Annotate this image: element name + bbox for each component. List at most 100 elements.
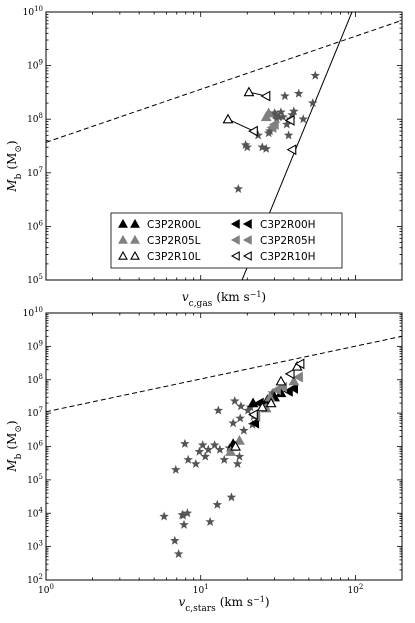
star-point xyxy=(234,451,245,461)
y-tick-label: 109 xyxy=(27,339,43,352)
star-point xyxy=(197,440,208,450)
legend-marker xyxy=(118,234,128,244)
star-point xyxy=(213,405,224,415)
star-point xyxy=(293,88,304,98)
y-tick-label: 109 xyxy=(27,59,43,72)
plot-area xyxy=(46,12,402,280)
star-point xyxy=(270,109,281,119)
legend-label: C3P2R05H xyxy=(260,235,316,247)
panel-top-frame xyxy=(45,11,403,281)
star-point xyxy=(236,401,246,411)
legend-label: C3P2R10H xyxy=(260,251,316,263)
legend-marker xyxy=(118,250,128,260)
star-point xyxy=(289,106,299,116)
y-tick-label: 107 xyxy=(27,166,43,179)
star-point xyxy=(274,111,284,122)
y-tick-label: 105 xyxy=(27,473,43,486)
star-point xyxy=(182,508,193,518)
triangle-up-marker xyxy=(222,113,234,124)
triangle-left-marker xyxy=(293,371,303,383)
panel-top: 105 106 107 108 109 1010 vc,gas (km s−1) Mb(M⊙… xyxy=(5,5,403,310)
triangle-up-marker xyxy=(263,107,275,118)
legend-marker xyxy=(242,219,252,229)
triangle-up-marker xyxy=(225,446,237,456)
star-point xyxy=(240,140,251,150)
triangle-up-marker xyxy=(256,401,268,412)
legend-marker xyxy=(230,219,240,229)
legend-label: C3P2R05L xyxy=(147,235,201,247)
legend-marker xyxy=(118,218,128,228)
dashed-line xyxy=(46,335,402,413)
dashed-line xyxy=(46,19,402,143)
star-point xyxy=(159,511,169,521)
y-tick-label: 108 xyxy=(27,373,43,386)
star-point xyxy=(269,108,280,118)
legend: C3P2R00L C3P2R00H C3P2R05L C3P2R05H C3P2R10L… xyxy=(110,212,343,269)
star-point xyxy=(243,405,253,415)
star-point xyxy=(215,444,225,454)
legend-marker xyxy=(230,235,240,245)
panel-top-xlabel: vc,gas (km s−1) xyxy=(182,290,266,310)
y-tick-label: 107 xyxy=(27,406,43,419)
triangle-up-marker xyxy=(230,440,242,451)
triangle-left-marker xyxy=(248,125,258,137)
triangle-up-marker xyxy=(234,434,245,445)
star-point xyxy=(253,130,263,140)
y-tick-label: 108 xyxy=(27,112,43,125)
triangle-left-marker xyxy=(248,409,258,421)
star-point xyxy=(219,454,230,464)
y-tick-label: 1010 xyxy=(23,306,43,319)
legend-marker xyxy=(130,250,140,260)
legend-label: C3P2R00H xyxy=(260,219,316,231)
panel-bottom-ylabel: Mb(M⊙) xyxy=(5,420,24,472)
triangle-left-marker xyxy=(249,417,260,429)
x-tick-label: 100 xyxy=(38,583,54,596)
plot-area xyxy=(46,335,402,559)
star-point xyxy=(230,396,240,406)
y-tick-label: 103 xyxy=(27,540,43,553)
star-point xyxy=(228,418,238,428)
y-tick-label: 106 xyxy=(27,219,43,232)
panel-top-ticks: 105 106 107 108 109 1010 xyxy=(23,5,403,286)
star-point xyxy=(209,440,220,450)
triangle-left-marker xyxy=(268,118,279,130)
y-tick-label: 106 xyxy=(27,440,43,453)
star-point xyxy=(310,70,321,80)
star-point xyxy=(171,464,181,474)
star-point xyxy=(173,549,184,559)
panel-top-marks xyxy=(46,12,402,280)
star-point xyxy=(232,458,243,468)
triangle-up-marker xyxy=(288,375,300,386)
star-point xyxy=(283,130,294,140)
star-point xyxy=(308,98,318,108)
star-point xyxy=(170,535,180,545)
star-point xyxy=(200,451,211,461)
star-point xyxy=(191,458,201,468)
y-tick-label: 102 xyxy=(27,573,43,586)
star-point xyxy=(257,142,268,152)
star-point xyxy=(183,454,193,464)
star-point xyxy=(261,143,271,153)
star-point xyxy=(180,438,190,448)
star-point xyxy=(226,492,237,502)
triangle-up-marker xyxy=(275,375,287,386)
panel-bottom-ticks: 102 103 104 105 106 107 108 109 1010 100 101 102 xyxy=(23,306,403,596)
legend-marker xyxy=(230,251,240,261)
star-point xyxy=(233,183,244,193)
star-point xyxy=(179,519,189,529)
star-point xyxy=(205,516,215,526)
triangle-left-marker xyxy=(284,114,295,126)
y-tick-label: 104 xyxy=(27,506,43,519)
triangle-left-marker xyxy=(286,144,297,156)
connector-line xyxy=(227,118,254,132)
star-point xyxy=(280,91,290,101)
panel-bottom: 102 103 104 105 106 107 108 109 1010 100 101 102 vc… xyxy=(5,306,403,614)
triangle-up-marker xyxy=(265,397,277,408)
star-point xyxy=(242,142,253,152)
x-tick-label: 101 xyxy=(193,583,209,596)
star-point xyxy=(298,114,309,124)
panel-bottom-marks xyxy=(46,335,402,559)
legend-marker xyxy=(242,251,252,261)
legend-marker xyxy=(130,218,140,228)
